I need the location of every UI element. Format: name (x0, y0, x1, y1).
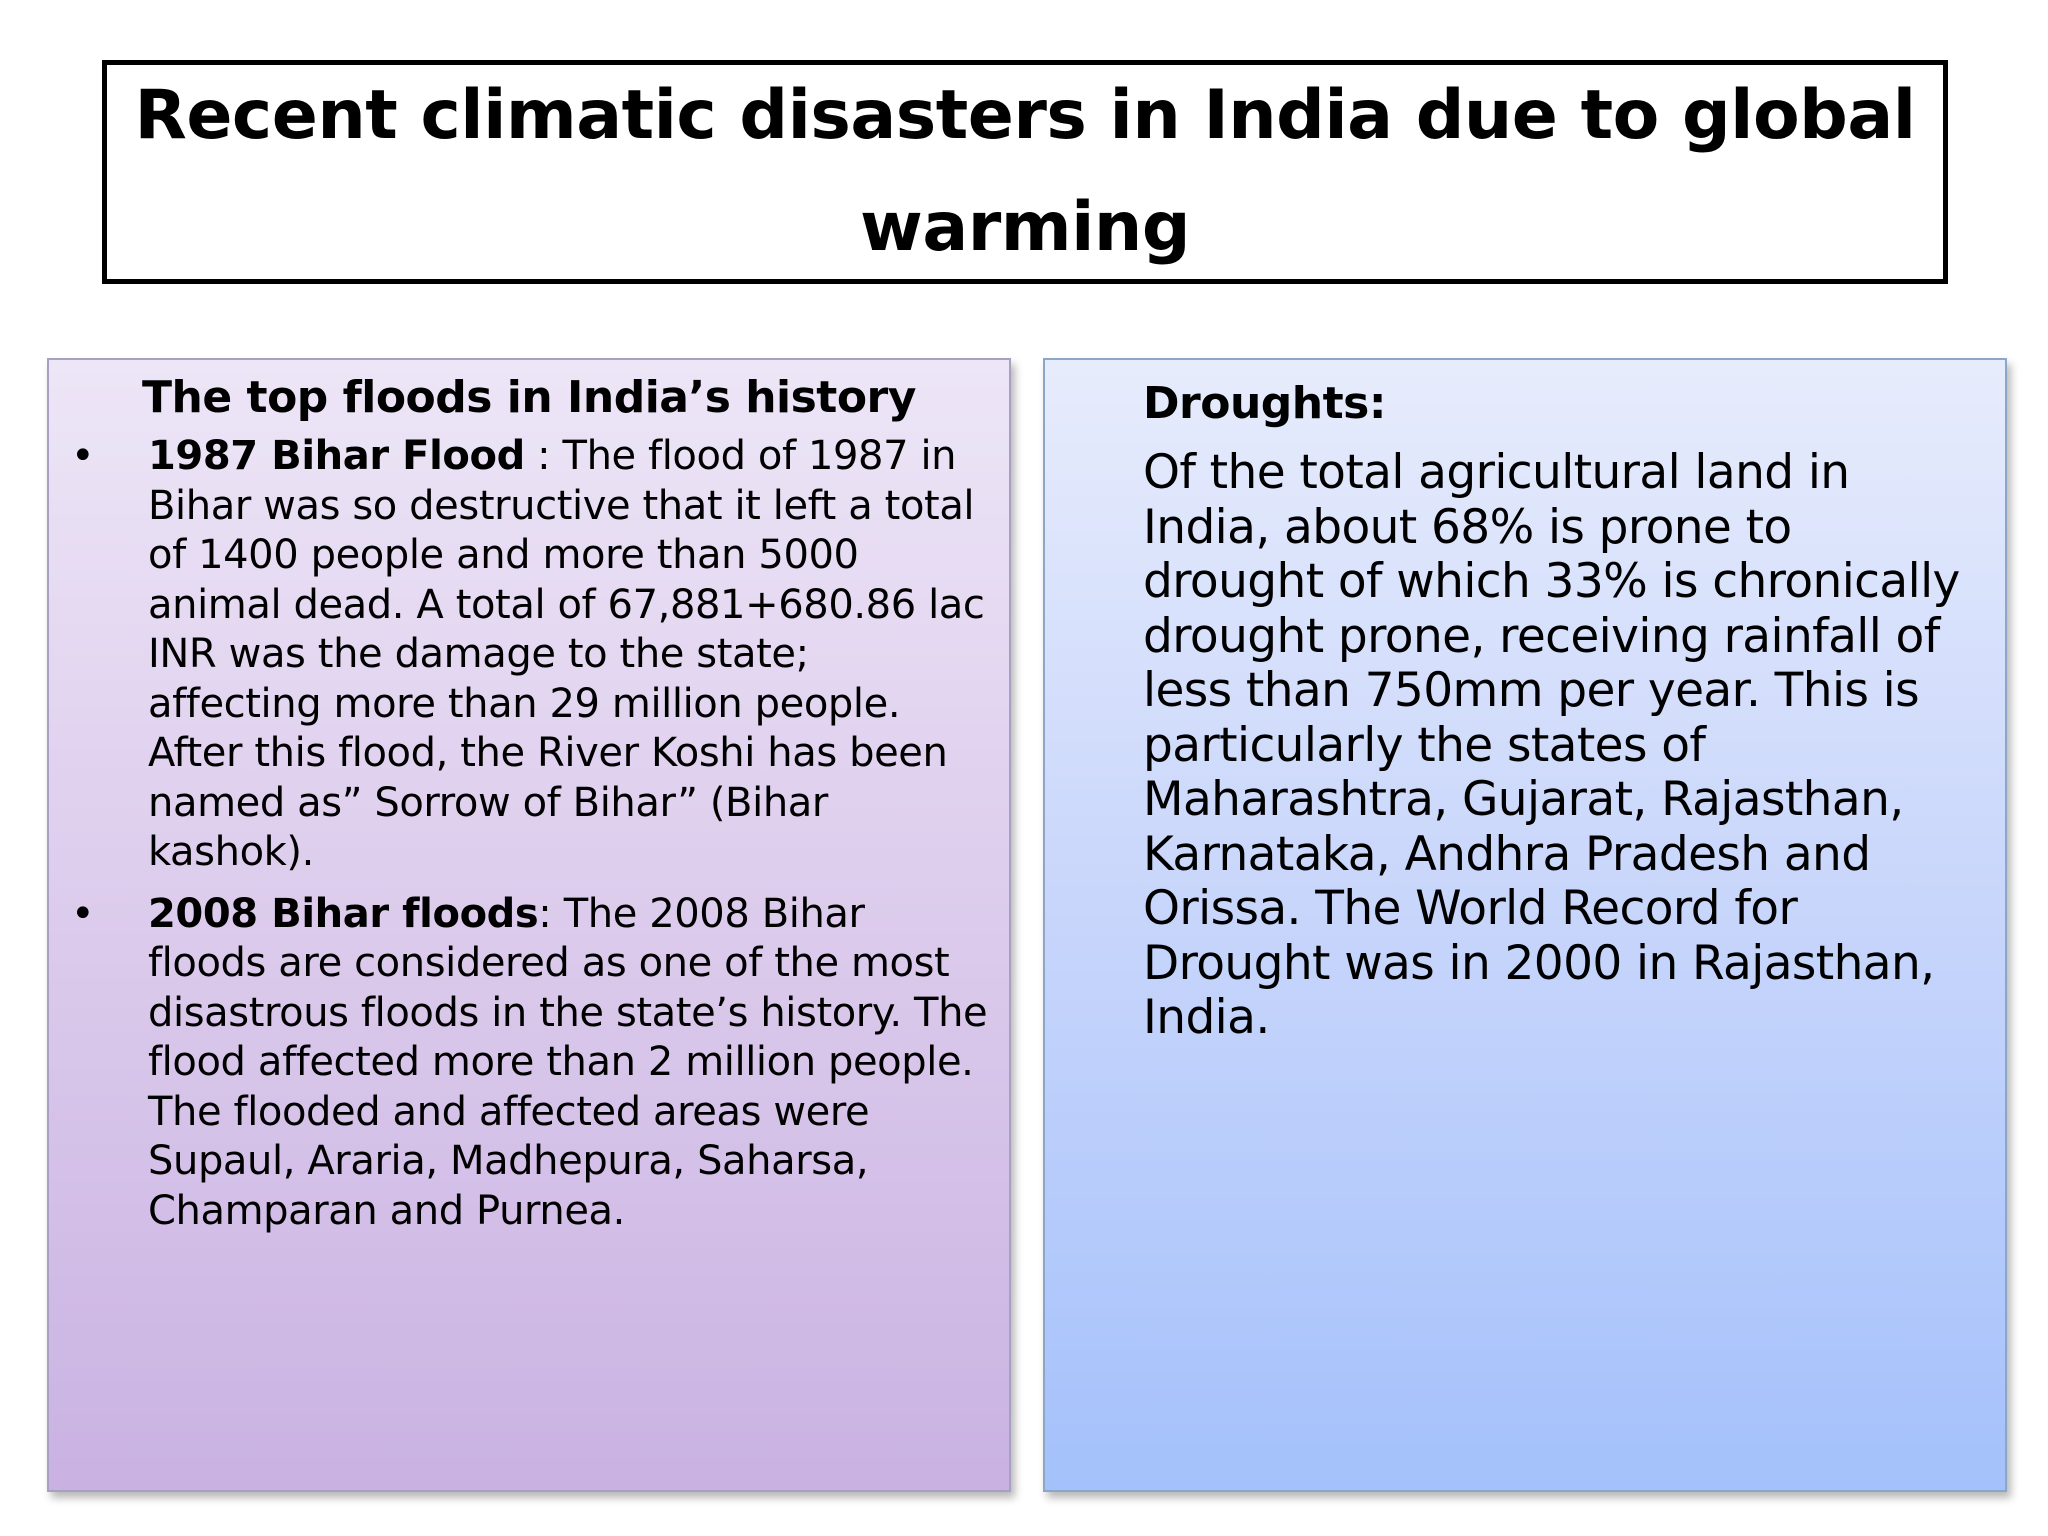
flood-separator: : (538, 890, 564, 937)
flood-description: The 2008 Bihar floods are considered as … (148, 890, 988, 1234)
droughts-heading: Droughts: (1143, 378, 1386, 429)
list-item: • 2008 Bihar floods: The 2008 Bihar flood… (49, 890, 1009, 1237)
droughts-panel: Droughts: Of the total agricultural land… (1043, 358, 2007, 1492)
flood-separator: : (524, 433, 563, 479)
bullet-icon: • (71, 890, 95, 937)
slide-title-box: Recent climatic disasters in India due t… (102, 60, 1948, 284)
flood-description: The flood of 1987 in Bihar was so destru… (148, 433, 985, 875)
flood-name: 1987 Bihar Flood (148, 433, 525, 479)
floods-heading: The top floods in India’s history (142, 372, 916, 423)
flood-name: 2008 Bihar floods (148, 890, 539, 937)
list-item: • 1987 Bihar Flood : The flood of 1987 in… (49, 432, 1009, 878)
droughts-body: Of the total agricultural land in India,… (1143, 445, 1960, 1045)
bullet-icon: • (71, 433, 95, 479)
floods-list: • 1987 Bihar Flood : The flood of 1987 in… (49, 432, 1009, 1248)
floods-panel: The top floods in India’s history • 1987 … (47, 358, 1011, 1492)
slide-title: Recent climatic disasters in India due t… (134, 76, 1916, 267)
